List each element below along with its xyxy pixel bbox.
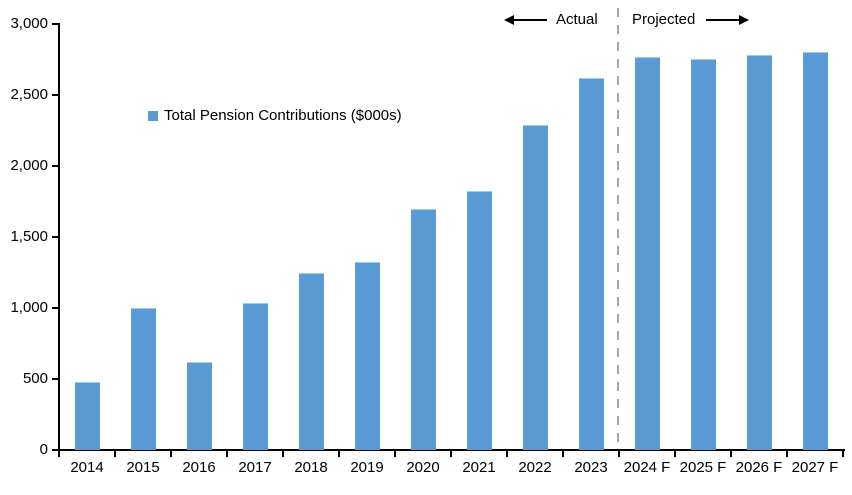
x-tick-label: 2021 — [462, 459, 496, 476]
y-tick — [52, 165, 59, 167]
bar-cell — [395, 24, 451, 450]
bar-2026-f — [746, 55, 772, 450]
x-tick — [338, 449, 340, 457]
bar-cell — [283, 24, 339, 450]
x-tick-label: 2014 — [70, 459, 104, 476]
bar-2027-f — [802, 52, 828, 450]
x-tick — [786, 449, 788, 457]
x-tick — [226, 449, 228, 457]
x-tick-label: 2027 F — [791, 459, 839, 476]
bar-2014 — [74, 382, 100, 450]
left-arrow-icon — [504, 15, 547, 25]
x-tick-label: 2023 — [574, 459, 608, 476]
bar-2022 — [522, 125, 548, 450]
y-tick-label: 500 — [22, 370, 48, 387]
bar-2021 — [466, 191, 492, 450]
bar-cell — [59, 24, 115, 450]
y-tick-label: 3,000 — [10, 15, 48, 32]
x-tick-label: 2018 — [294, 459, 328, 476]
y-tick — [52, 307, 59, 309]
x-axis-labels: 2014 2015 2016 2017 2018 2019 2020 2021 2022 2023… — [59, 459, 843, 477]
bar-2017 — [242, 303, 268, 450]
bar-2023 — [578, 78, 604, 450]
bar-cell — [563, 24, 619, 450]
x-tick-label: 2016 — [182, 459, 216, 476]
x-tick-label: 2019 — [350, 459, 384, 476]
x-tick — [674, 449, 676, 457]
actual-projected-divider-line — [617, 8, 619, 450]
x-tick — [730, 449, 732, 457]
x-tick — [282, 449, 284, 457]
annotation-projected-label: Projected — [632, 11, 696, 28]
x-tick-label: 2017 — [238, 459, 272, 476]
bar-cell — [787, 24, 843, 450]
bar-2025-f — [690, 59, 716, 450]
bar-2020 — [410, 209, 436, 450]
bar-cell — [675, 24, 731, 450]
x-tick-label: 2024 F — [623, 459, 671, 476]
bar-cell — [115, 24, 171, 450]
bar-2019 — [354, 262, 380, 450]
bar-cell — [731, 24, 787, 450]
legend-label: Total Pension Contributions ($000s) — [164, 107, 402, 124]
y-tick — [52, 378, 59, 380]
right-arrow-icon — [706, 15, 749, 25]
bar-2018 — [298, 273, 324, 450]
bar-2024-f — [634, 57, 660, 450]
bar-cell — [227, 24, 283, 450]
x-tick — [562, 449, 564, 457]
x-tick — [170, 449, 172, 457]
bar-2015 — [130, 308, 156, 450]
legend-marker-icon — [148, 111, 158, 121]
bar-cell — [339, 24, 395, 450]
x-tick — [114, 449, 116, 457]
x-tick-label: 2026 F — [735, 459, 783, 476]
bar-cell — [619, 24, 675, 450]
legend: Total Pension Contributions ($000s) — [148, 107, 402, 125]
bar-cell — [171, 24, 227, 450]
y-axis — [58, 23, 60, 452]
bar-series — [59, 24, 843, 450]
x-tick-label: 2015 — [126, 459, 160, 476]
y-tick — [52, 23, 59, 25]
bar-2016 — [186, 362, 212, 450]
x-tick — [450, 449, 452, 457]
y-tick — [52, 449, 59, 451]
y-tick — [52, 236, 59, 238]
y-tick-label: 1,000 — [10, 299, 48, 316]
x-tick-label: 2025 F — [679, 459, 727, 476]
y-tick-label: 2,500 — [10, 86, 48, 103]
y-tick-label: 2,000 — [10, 157, 48, 174]
x-tick — [394, 449, 396, 457]
x-tick-label: 2020 — [406, 459, 440, 476]
y-tick-label: 0 — [39, 441, 48, 458]
bar-cell — [451, 24, 507, 450]
y-tick-label: 1,500 — [10, 228, 48, 245]
x-tick-label: 2022 — [518, 459, 552, 476]
x-tick — [506, 449, 508, 457]
annotation-actual-label: Actual — [556, 11, 598, 28]
x-tick — [618, 449, 620, 457]
x-tick — [58, 449, 60, 457]
y-tick — [52, 94, 59, 96]
x-tick — [842, 449, 844, 457]
bar-cell — [507, 24, 563, 450]
